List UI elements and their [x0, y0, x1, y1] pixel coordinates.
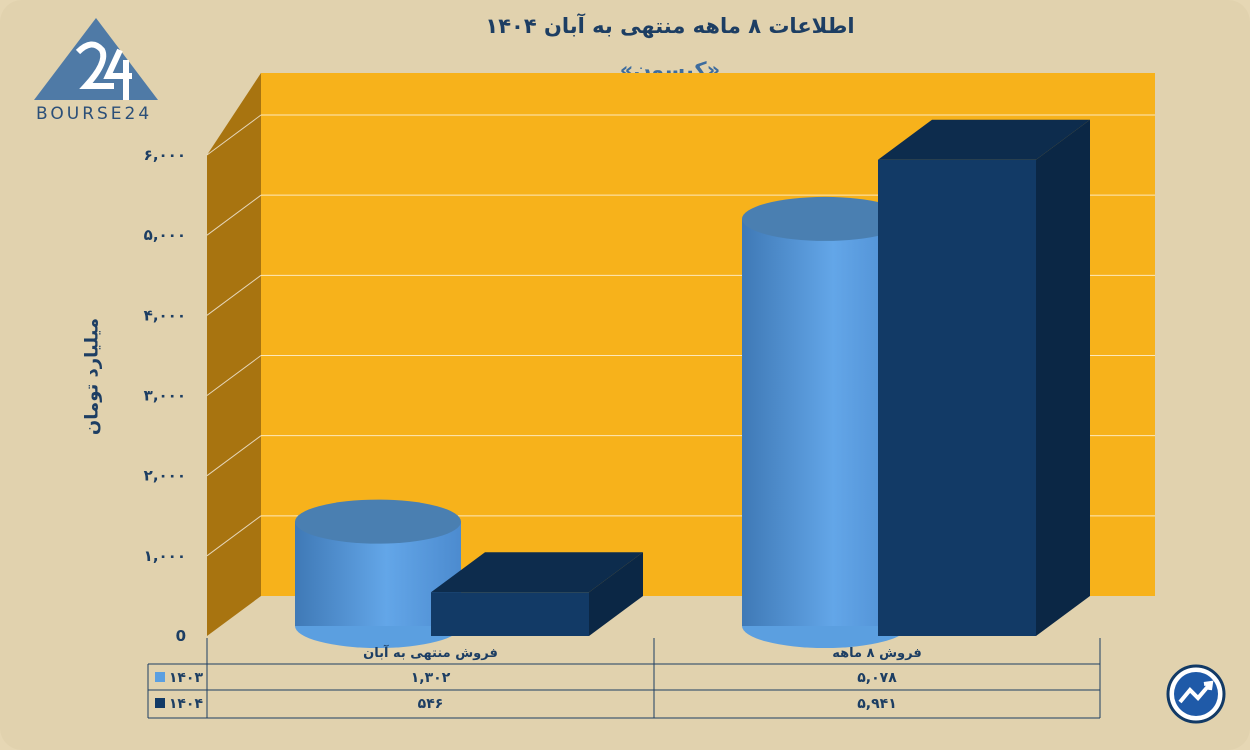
chart-title: اطلاعات ۸ ماهه منتهی به آبان ۱۴۰۴ — [485, 14, 855, 38]
y-tick-label: ۱,۰۰۰ — [144, 547, 186, 565]
box-side — [589, 552, 643, 636]
gridline-side — [206, 515, 262, 557]
bourse24-logo — [34, 18, 158, 100]
legend-series-name: ۱۴۰۴ — [169, 696, 204, 712]
gridline-side — [206, 194, 262, 236]
category-label: فروش ۸ ماهه — [832, 646, 921, 661]
gridline-side — [206, 355, 262, 396]
box-front — [878, 159, 1036, 636]
box-front — [431, 592, 589, 636]
legend-series-name: ۱۴۰۳ — [169, 670, 204, 686]
data-label: ۵,۰۷۸ — [857, 670, 897, 686]
gridline-side — [206, 435, 262, 477]
cylinder-top — [295, 499, 461, 544]
legend-swatch — [155, 672, 165, 682]
gridline-side — [206, 274, 262, 316]
trend-badge-icon — [1166, 664, 1226, 724]
legend-swatch — [155, 698, 165, 708]
bar-box — [431, 552, 643, 636]
box-side — [1036, 119, 1090, 636]
data-label: ۵۴۶ — [418, 696, 444, 712]
y-tick-label: ۶,۰۰۰ — [144, 146, 186, 164]
y-tick-label: ۵,۰۰۰ — [144, 226, 186, 244]
cylinder-top — [742, 196, 908, 241]
y-tick-label: ۳,۰۰۰ — [144, 387, 186, 405]
plot-side-wall — [207, 73, 261, 636]
y-tick-label: ۴,۰۰۰ — [144, 306, 186, 324]
category-label: فروش منتهی به آبان — [363, 644, 498, 661]
data-label: ۱,۳۰۲ — [411, 670, 451, 686]
data-label: ۵,۹۴۱ — [857, 696, 897, 712]
box-top — [878, 119, 1090, 160]
y-tick-label: 0 — [176, 627, 186, 645]
logo-text: BOURSE24 — [36, 104, 153, 124]
gridline-side — [206, 114, 262, 156]
y-tick-label: ۲,۰۰۰ — [144, 467, 186, 485]
box-top — [431, 552, 643, 593]
bar-box — [878, 119, 1090, 636]
